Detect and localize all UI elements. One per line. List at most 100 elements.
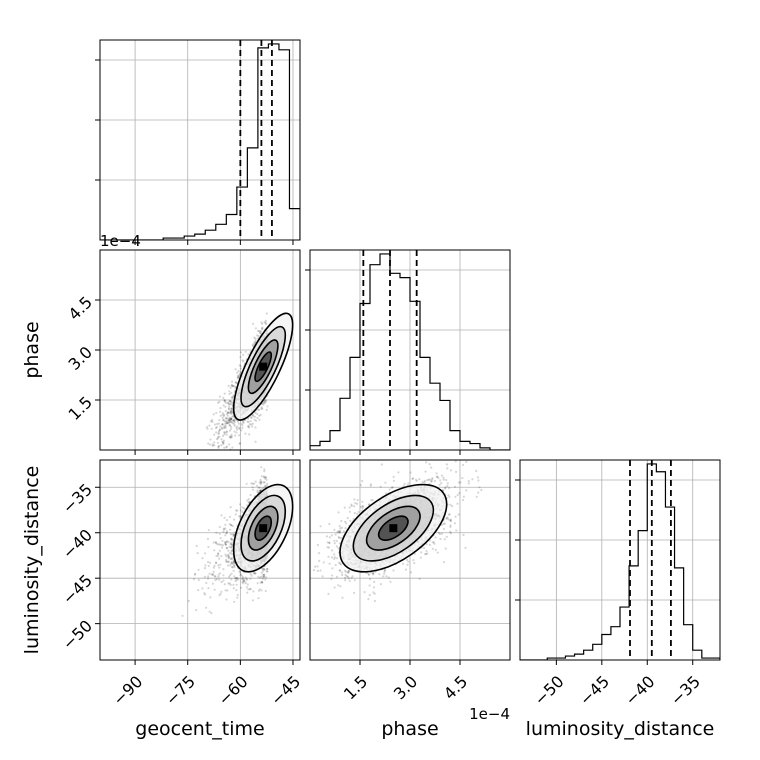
- scatter-point: [222, 396, 225, 399]
- scatter-point: [263, 470, 266, 473]
- scatter-point: [258, 481, 261, 484]
- scatter-point: [225, 445, 228, 448]
- scatter-point: [230, 407, 233, 411]
- scatter-point: [247, 588, 250, 591]
- scatter-point: [229, 533, 232, 536]
- scatter-point: [259, 489, 262, 492]
- scatter-point: [258, 414, 261, 417]
- scatter-point: [233, 564, 236, 567]
- scatter-point: [250, 423, 253, 426]
- scatter-point: [222, 579, 225, 582]
- scatter-point: [222, 442, 225, 446]
- scatter-point: [222, 404, 225, 407]
- scatter-point: [221, 539, 224, 542]
- scatter-point: [213, 549, 216, 552]
- scatter-point: [263, 477, 267, 480]
- scatter-point: [261, 487, 264, 490]
- scatter-point: [264, 399, 267, 402]
- scatter-point: [372, 572, 375, 575]
- scatter-point: [230, 418, 233, 421]
- scatter-point: [353, 505, 356, 508]
- scatter-point: [231, 533, 234, 536]
- scatter-point: [242, 580, 245, 583]
- scatter-point: [225, 446, 228, 449]
- scatter-point: [262, 481, 265, 484]
- scatter-point: [239, 372, 242, 375]
- scatter-point: [225, 416, 228, 419]
- scatter-point: [223, 392, 226, 395]
- scatter-point: [263, 568, 266, 571]
- scatter-point: [220, 514, 223, 517]
- scatter-point: [238, 427, 241, 430]
- scatter-point: [231, 446, 234, 449]
- scatter-point: [211, 573, 214, 577]
- scatter-point: [217, 445, 220, 448]
- scatter-point: [239, 509, 242, 512]
- scatter-point: [265, 576, 268, 579]
- scatter-point: [222, 527, 225, 530]
- scatter-point: [213, 564, 216, 567]
- scatter-point: [265, 408, 268, 411]
- scatter-point: [232, 569, 235, 573]
- scatter-point: [194, 572, 197, 575]
- scatter-point: [213, 575, 216, 578]
- scatter-point: [248, 588, 252, 591]
- scatter-point: [226, 421, 229, 425]
- scatter-point: [212, 566, 215, 569]
- scatter-point: [242, 582, 245, 585]
- scatter-point: [231, 380, 234, 383]
- grid-0-0: [134, 40, 294, 240]
- scatter-point: [260, 407, 263, 410]
- scatter-point: [242, 580, 245, 583]
- scatter-point: [413, 562, 416, 565]
- scatter-point: [230, 412, 233, 416]
- scatter-point: [265, 400, 268, 403]
- scatter-point: [229, 557, 232, 561]
- scatter-point: [219, 407, 222, 410]
- scatter-point: [261, 577, 264, 580]
- scatter-point: [222, 426, 225, 429]
- histogram-luminosity_distance: [520, 463, 720, 660]
- scatter-point: [229, 417, 232, 420]
- scatter-point: [221, 413, 224, 416]
- scatter-point: [232, 561, 235, 565]
- scatter-point: [225, 430, 228, 433]
- scatter-point: [259, 332, 263, 335]
- scatter-point: [228, 419, 231, 422]
- scatter-point: [259, 330, 263, 333]
- scatter-point: [207, 529, 210, 532]
- scatter-point: [215, 562, 218, 565]
- scatter-point: [224, 426, 227, 429]
- scatter-point: [204, 593, 207, 596]
- scatter-point: [260, 327, 264, 330]
- scatter-point: [259, 581, 262, 584]
- scatter-point: [214, 426, 218, 430]
- scatter-point: [229, 436, 232, 439]
- scatter-point: [225, 453, 227, 455]
- scatter-point: [223, 399, 226, 402]
- scatter-point: [230, 421, 233, 424]
- scatter-point: [228, 412, 231, 415]
- scatter-point: [230, 396, 233, 399]
- scatter-point: [236, 425, 239, 428]
- scatter-point: [232, 419, 235, 422]
- scatter-point: [230, 557, 233, 560]
- scatter-point: [218, 578, 221, 581]
- scatter-point: [218, 395, 222, 398]
- scatter-point: [218, 572, 222, 575]
- scatter-point: [243, 580, 246, 583]
- scatter-point: [201, 456, 203, 458]
- scatter-point: [203, 567, 207, 570]
- scatter-point: [235, 589, 238, 592]
- scatter-point: [226, 411, 229, 414]
- scatter-point: [231, 566, 234, 569]
- histogram-geocent_time: [100, 43, 300, 240]
- scatter-point: [227, 411, 230, 415]
- scatter-point: [265, 478, 268, 481]
- scatter-point: [223, 431, 226, 434]
- scatter-point: [227, 411, 230, 414]
- scatter-point: [250, 482, 253, 485]
- scatter-point: [192, 578, 196, 581]
- scatter-point: [227, 422, 230, 425]
- scatter-point: [230, 436, 233, 439]
